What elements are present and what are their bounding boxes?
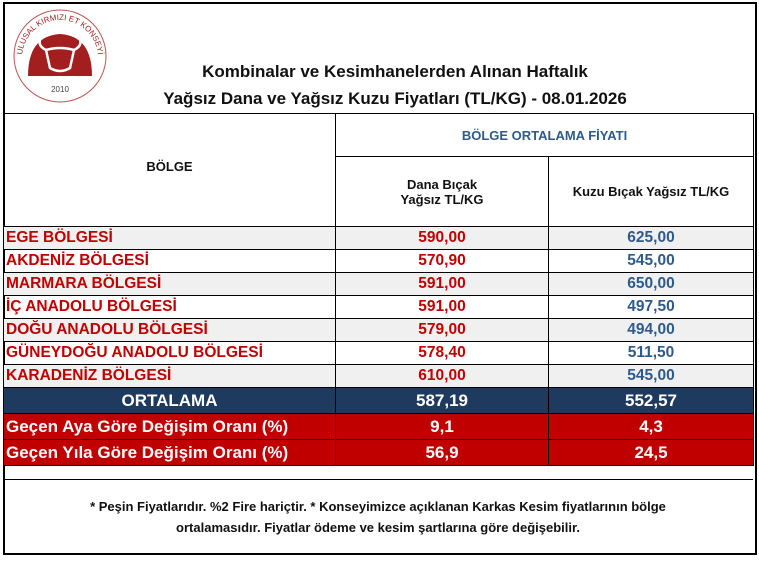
table-row: AKDENİZ BÖLGESİ 570,90 545,00 [3,249,755,273]
region-name: GÜNEYDOĞU ANADOLU BÖLGESİ [3,341,336,365]
table-row: EGE BÖLGESİ 590,00 625,00 [3,226,755,250]
footnote-line-1: * Peşin Fiyatlarıdır. %2 Fire hariçtir. … [90,499,666,514]
kuzu-price: 545,00 [547,364,755,388]
table-row: GÜNEYDOĞU ANADOLU BÖLGESİ 578,40 511,50 [3,341,755,365]
monthly-change-dana: 9,1 [335,413,549,440]
dana-price: 591,00 [335,272,549,296]
average-dana: 587,19 [335,387,549,414]
kuzu-price: 511,50 [547,341,755,365]
yearly-change-kuzu: 24,5 [547,439,755,466]
title-line-2: Yağsız Dana ve Yağsız Kuzu Fiyatları (TL… [163,89,627,108]
kuzu-price: 494,00 [547,318,755,342]
kuzu-price: 625,00 [547,226,755,250]
kuzu-price: 545,00 [547,249,755,273]
average-row: ORTALAMA 587,19 552,57 [3,387,755,414]
dana-header: Dana Bıçak Yağsız TL/KG [335,156,549,227]
dana-price: 610,00 [335,364,549,388]
title-line-1: Kombinalar ve Kesimhanelerden Alınan Haf… [202,62,588,81]
average-label: ORTALAMA [3,387,336,414]
region-name: EGE BÖLGESİ [3,226,336,250]
dana-price: 591,00 [335,295,549,319]
dana-header-line-1: Dana Bıçak [406,176,478,192]
kuzu-price: 497,50 [547,295,755,319]
region-name: DOĞU ANADOLU BÖLGESİ [3,318,336,342]
monthly-change-kuzu: 4,3 [547,413,755,440]
kuzu-price: 650,00 [547,272,755,296]
region-name: AKDENİZ BÖLGESİ [3,249,336,273]
svg-text:2010: 2010 [51,85,69,94]
region-name: KARADENİZ BÖLGESİ [3,364,336,388]
table-row: DOĞU ANADOLU BÖLGESİ 579,00 494,00 [3,318,755,342]
footnote: * Peşin Fiyatlarıdır. %2 Fire hariçtir. … [3,479,753,551]
table-row: KARADENİZ BÖLGESİ 610,00 545,00 [3,364,755,388]
group-header: BÖLGE ORTALAMA FİYATI [334,113,755,157]
dana-price: 590,00 [335,226,549,250]
monthly-change-row: Geçen Aya Göre Değişim Oranı (%) 9,1 4,3 [3,413,755,440]
table-row: MARMARA BÖLGESİ 591,00 650,00 [3,272,755,296]
yearly-change-row: Geçen Yıla Göre Değişim Oranı (%) 56,9 2… [3,439,755,466]
dana-price: 570,90 [335,249,549,273]
kuzu-header: Kuzu Bıçak Yağsız TL/KG [547,156,755,227]
council-logo: ULUSAL KIRMIZI ET KONSEYİ 2010 [13,9,107,103]
table-row: İÇ ANADOLU BÖLGESİ 591,00 497,50 [3,295,755,319]
region-header: BÖLGE [3,113,336,227]
page-title: Kombinalar ve Kesimhanelerden Alınan Haf… [110,58,680,112]
yearly-change-dana: 56,9 [335,439,549,466]
dana-price: 578,40 [335,341,549,365]
price-table: BÖLGE BÖLGE ORTALAMA FİYATI Dana Bıçak Ya… [3,113,755,466]
region-name: İÇ ANADOLU BÖLGESİ [3,295,336,319]
dana-price: 579,00 [335,318,549,342]
yearly-change-label: Geçen Yıla Göre Değişim Oranı (%) [3,439,336,466]
region-name: MARMARA BÖLGESİ [3,272,336,296]
monthly-change-label: Geçen Aya Göre Değişim Oranı (%) [3,413,336,440]
dana-header-line-2: Yağsız TL/KG [400,191,484,207]
average-kuzu: 552,57 [547,387,755,414]
footnote-line-2: ortalamasıdır. Fiyatlar ödeme ve kesim ş… [176,520,580,535]
